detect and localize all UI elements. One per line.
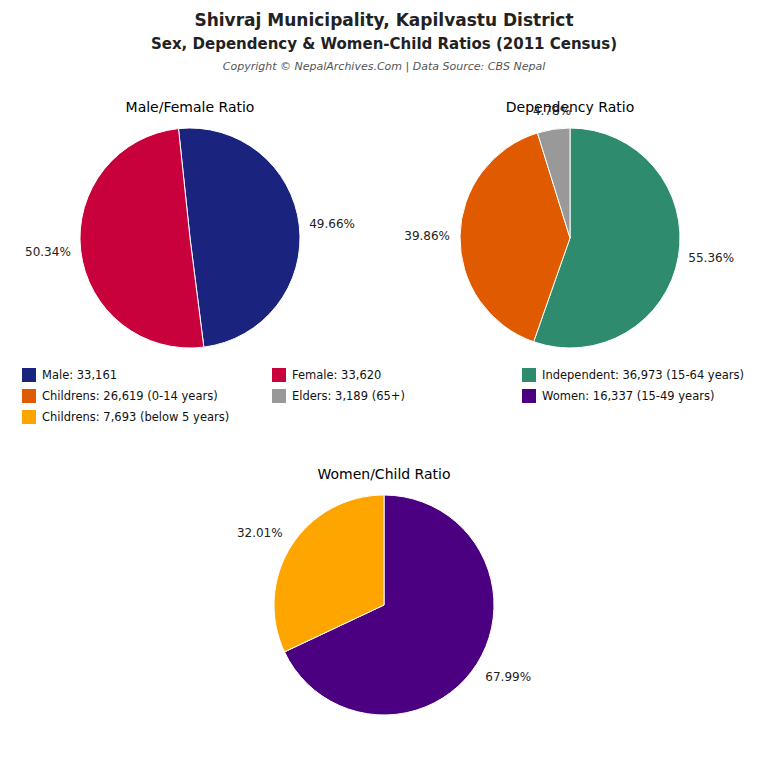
legend-label: Childrens: 7,693 (below 5 years) (42, 410, 229, 424)
pie (274, 495, 494, 715)
legend-swatch (522, 389, 536, 403)
pie-title: Male/Female Ratio (126, 99, 255, 115)
legend-item: Female: 33,620 (272, 368, 381, 382)
legend-item: Elders: 3,189 (65+) (272, 389, 405, 403)
legend-item: Women: 16,337 (15-49 years) (522, 389, 714, 403)
chart: Shivraj Municipality, Kapilvastu Distric… (0, 0, 768, 768)
title: Shivraj Municipality, Kapilvastu Distric… (194, 10, 573, 30)
data-label: 39.86% (404, 229, 450, 243)
data-label: 55.36% (688, 251, 734, 265)
data-label: 67.99% (485, 670, 531, 684)
legend-label: Childrens: 26,619 (0-14 years) (42, 389, 218, 403)
legend-item: Childrens: 26,619 (0-14 years) (22, 389, 218, 403)
data-label: 50.34% (25, 245, 71, 259)
pie-slice (274, 495, 384, 652)
legend-swatch (272, 368, 286, 382)
data-label: 49.66% (309, 217, 355, 231)
legend-label: Female: 33,620 (292, 368, 381, 382)
legend-swatch (22, 368, 36, 382)
data-label: 32.01% (237, 526, 283, 540)
legend-swatch (22, 410, 36, 424)
pie (80, 128, 300, 348)
pie (460, 128, 680, 348)
pie-title: Women/Child Ratio (317, 466, 450, 482)
legend-label: Male: 33,161 (42, 368, 117, 382)
pie-slice (80, 129, 204, 348)
legend-item: Childrens: 7,693 (below 5 years) (22, 410, 229, 424)
legend-swatch (272, 389, 286, 403)
legend: Male: 33,161 Female: 33,620 Independent: 3… (22, 368, 744, 424)
data-label: 4.78% (533, 104, 571, 118)
legend-item: Independent: 36,973 (15-64 years) (522, 368, 744, 382)
subtitle: Sex, Dependency & Women-Child Ratios (20… (151, 35, 617, 53)
legend-item: Male: 33,161 (22, 368, 117, 382)
legend-label: Independent: 36,973 (15-64 years) (542, 368, 744, 382)
legend-swatch (522, 368, 536, 382)
pie-slice (537, 128, 570, 238)
legend-swatch (22, 389, 36, 403)
legend-label: Women: 16,337 (15-49 years) (542, 389, 714, 403)
legend-label: Elders: 3,189 (65+) (292, 389, 405, 403)
annotation: Copyright © NepalArchives.Com | Data Sou… (223, 60, 545, 73)
